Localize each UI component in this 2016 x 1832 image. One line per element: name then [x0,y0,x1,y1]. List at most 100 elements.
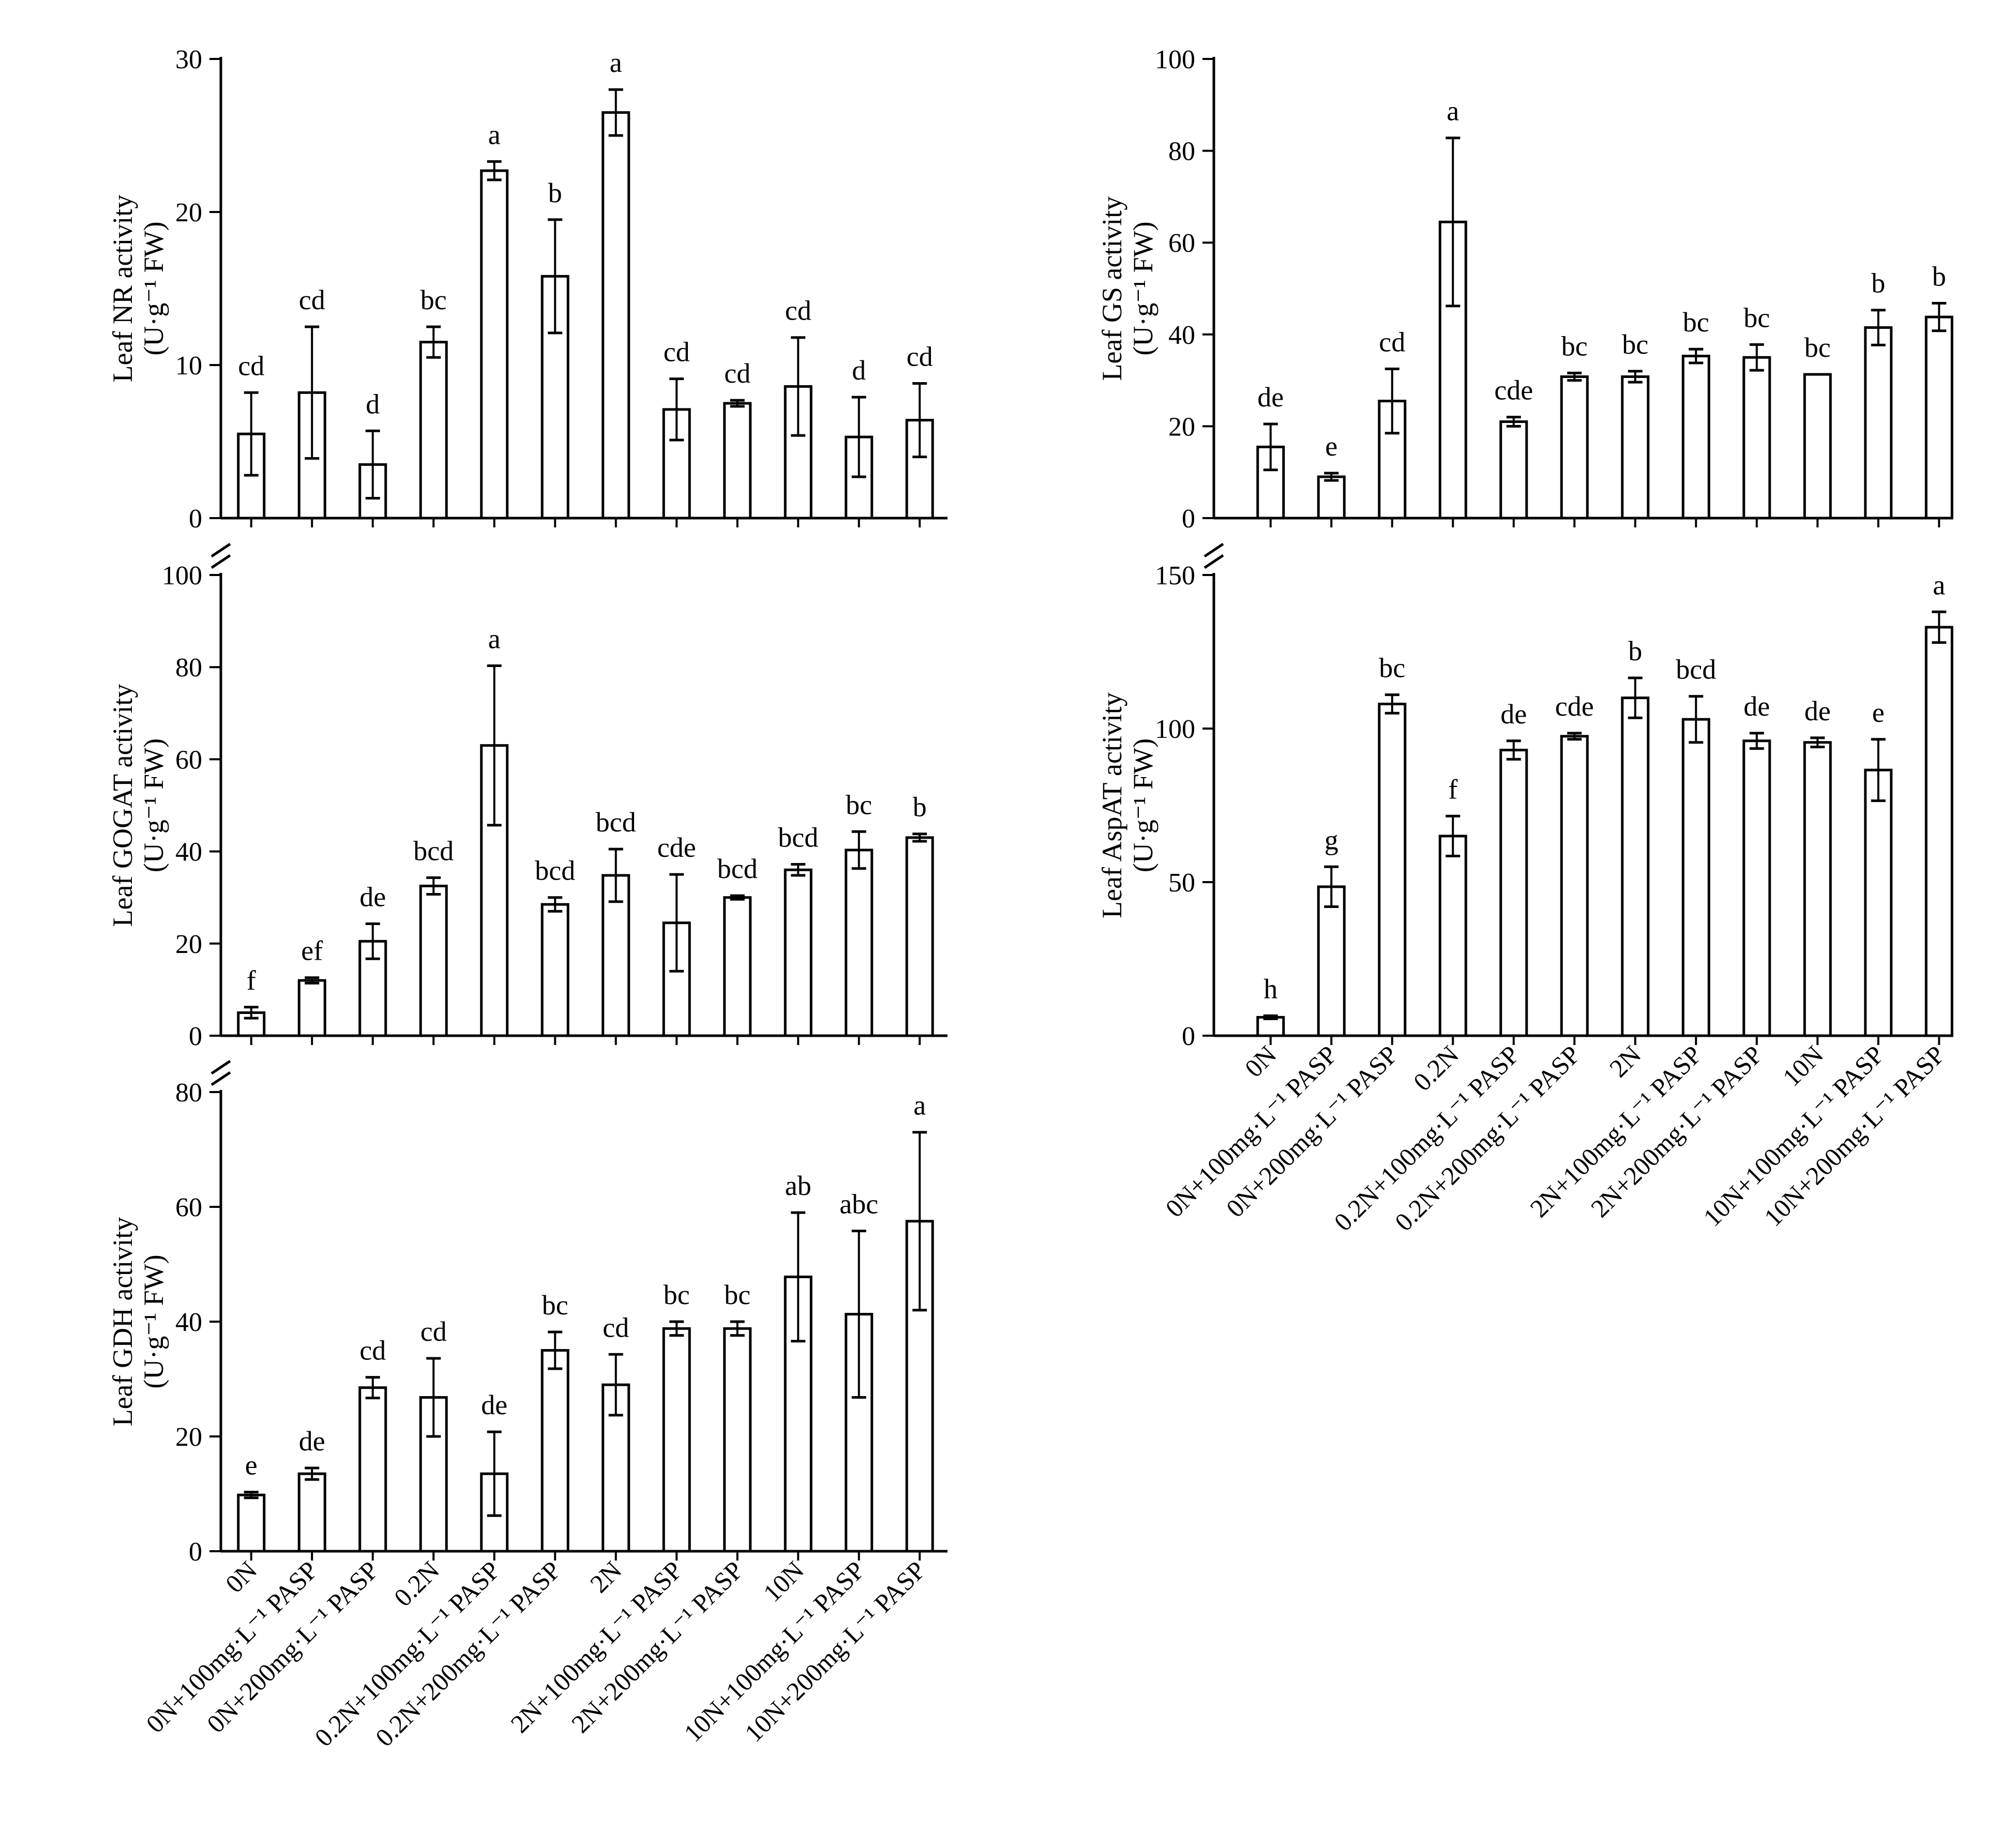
significance-letter: bc [1622,329,1648,360]
significance-letter: e [245,1450,258,1481]
significance-letter: cd [299,284,325,315]
error-bar [244,1006,259,1020]
significance-letter: cd [1379,326,1405,357]
axis-break-mark [210,542,231,569]
error-bar [730,894,745,901]
y-tick-label: 40 [1168,321,1195,350]
y-axis-label: Leaf GOGAT activity [107,684,138,927]
significance-letter: de [299,1426,325,1457]
error-bar [851,1230,866,1399]
error-bar [669,377,684,442]
bar [1499,420,1528,520]
bar [297,979,326,1037]
bar [237,1493,266,1553]
bar [1924,626,1953,1037]
y-tick-label: 40 [175,838,202,867]
error-bar [791,1211,806,1343]
error-bar [548,218,563,335]
error-bar [608,1353,623,1417]
significance-letter: bcd [413,835,454,866]
significance-letter: cd [238,350,264,381]
error-bar [730,1320,745,1337]
error-bar [1749,732,1764,750]
bar [905,836,934,1037]
y-axis-unit: (U·g⁻¹ FW) [138,738,169,872]
significance-letter: bcd [596,807,636,838]
significance-letter: ef [301,935,323,966]
bar [1803,373,1832,520]
significance-letter: cde [1494,375,1533,406]
significance-letter: cd [907,341,933,372]
bar [601,111,630,520]
error-bar [1446,814,1461,858]
x-tick-label: 10N [758,1555,809,1607]
error-bar [244,1491,259,1500]
bar [1256,1016,1285,1037]
error-bar [1446,137,1461,308]
bar [1864,768,1893,1037]
significance-letter: h [1263,973,1277,1004]
significance-letter: b [1628,635,1642,667]
error-bar [365,429,380,500]
error-bar [1810,736,1825,749]
y-axis-unit: (U·g⁻¹ FW) [138,1254,169,1388]
error-bar [912,382,927,459]
error-bar [1871,738,1886,803]
error-bar [1506,416,1521,428]
error-bar [426,876,441,896]
y-axis-label: Leaf GDH activity [107,1217,138,1427]
significance-letter: bc [420,284,447,315]
error-bar [1689,695,1704,744]
y-tick-label: 0 [1182,1022,1195,1051]
significance-letter: b [548,177,562,208]
x-tick-label: 10N [1777,1040,1829,1092]
significance-letter: a [1933,569,1945,600]
error-bar [791,863,806,877]
significance-letter: a [488,624,501,655]
error-bar [912,1131,927,1312]
significance-letter: d [366,388,380,419]
bar [1742,356,1771,520]
chart-panel: 0 20 40 60 80 Leaf GDH activity (U·g⁻¹ FW) e 0N d… [107,1059,947,1752]
error-bar [1567,732,1582,741]
bar [1621,697,1650,1037]
error-bar [912,832,927,843]
significance-letter: a [488,119,501,150]
bar [1864,326,1893,520]
significance-letter: de [1257,382,1284,413]
significance-letter: bcd [717,853,758,884]
bar [480,169,509,520]
significance-letter: g [1325,824,1338,855]
y-tick-label: 20 [175,198,202,228]
bar [1681,355,1710,520]
significance-letter: bc [1379,653,1405,684]
significance-letter: bc [1804,332,1831,363]
error-bar [851,396,866,478]
error-bar [1324,865,1339,909]
significance-letter: cd [420,1316,447,1347]
error-bar [244,391,259,477]
error-bar [1324,472,1339,482]
axis-break-mark [1203,542,1224,569]
error-bar [1932,301,1947,332]
error-bar [365,1376,380,1400]
bar [1621,375,1650,520]
error-bar [305,976,320,985]
x-tick-label: 2N [1604,1040,1647,1083]
chart-panel: 0 20 40 60 80 100 Leaf GS activity (U·g⁻¹ FW) de… [1096,45,1953,534]
significance-letter: bcd [1676,654,1716,685]
error-bar [426,1357,441,1438]
error-bar [851,830,866,870]
y-tick-label: 0 [189,1537,202,1567]
error-bar [1506,739,1521,761]
significance-letter: cd [359,1335,386,1366]
error-bar [426,325,441,359]
bar [540,1349,569,1553]
x-tick-label: 0N [1239,1040,1282,1083]
significance-letter: bc [1561,330,1588,361]
error-bar [487,160,502,181]
error-bar [1263,422,1278,472]
bar [1499,749,1528,1037]
